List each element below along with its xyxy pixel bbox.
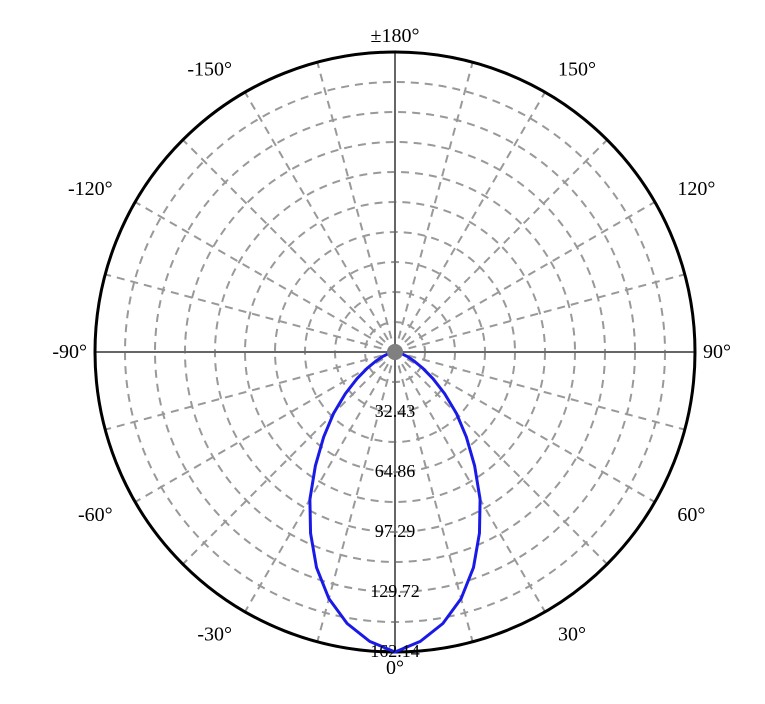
- grid-spoke: [395, 352, 685, 430]
- grid-spoke: [395, 352, 655, 502]
- angle-label: 150°: [558, 59, 596, 81]
- radial-tick-label: 64.86: [375, 461, 416, 481]
- grid-spoke: [395, 202, 655, 352]
- grid-spoke: [317, 62, 395, 352]
- grid-spoke: [245, 92, 395, 352]
- angle-label: -120°: [68, 178, 113, 200]
- angle-label: -60°: [78, 504, 113, 526]
- polar-chart: 32.4364.8697.29129.72162.14±180°-150°-12…: [0, 0, 765, 704]
- grid-spoke: [105, 352, 395, 430]
- angle-label: -30°: [197, 623, 232, 645]
- angle-label: ±180°: [371, 25, 420, 47]
- angle-label: 0°: [386, 657, 404, 679]
- angle-label: -150°: [187, 59, 232, 81]
- radial-tick-label: 97.29: [375, 521, 416, 541]
- angle-label: 120°: [677, 178, 715, 200]
- angle-label: 60°: [677, 504, 705, 526]
- radial-tick-label: 129.72: [370, 581, 420, 601]
- center-dot: [387, 344, 403, 360]
- angle-label: -90°: [52, 341, 87, 363]
- angle-label: 30°: [558, 623, 586, 645]
- radial-tick-label: 32.43: [375, 401, 416, 421]
- angle-label: 90°: [703, 341, 731, 363]
